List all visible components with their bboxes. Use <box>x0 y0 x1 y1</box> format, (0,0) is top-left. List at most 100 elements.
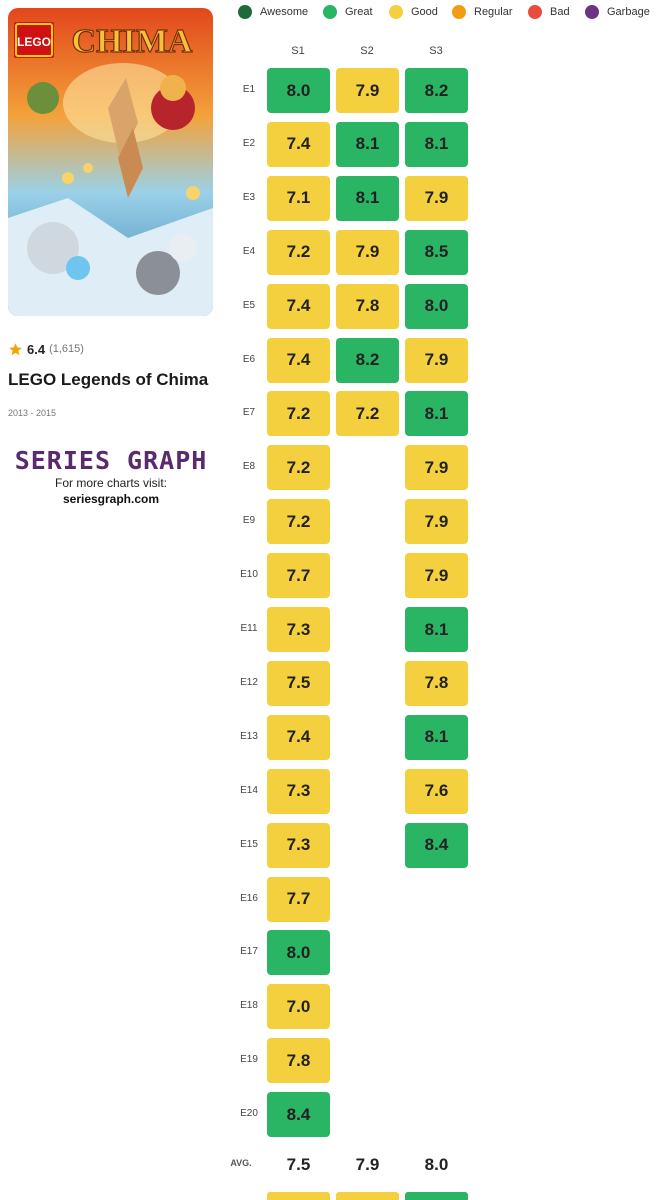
rating-cell[interactable]: 7.6 <box>405 768 468 814</box>
episode-label-e3: E3 <box>242 191 256 203</box>
show-years: 2013 - 2015 <box>8 408 57 418</box>
episode-label-e12: E12 <box>240 676 258 688</box>
season-header-s2: S2 <box>360 45 374 57</box>
episode-label-e15: E15 <box>240 838 258 850</box>
legend-dot-bad <box>528 5 542 19</box>
rating-cell[interactable]: 8.0 <box>405 283 468 329</box>
poster-chima-title: CHIMA <box>72 23 193 60</box>
rating-cell[interactable]: 8.0 <box>267 68 330 113</box>
rating-cell[interactable]: 7.2 <box>267 391 330 437</box>
legend-label: Awesome <box>260 6 309 18</box>
rating-cell[interactable]: 7.9 <box>405 445 468 491</box>
rating-cell[interactable]: 7.3 <box>267 768 330 814</box>
episode-label-e16: E16 <box>240 892 258 904</box>
rating-cell[interactable]: 7.4 <box>267 283 330 329</box>
show-title: LEGO Legends of Chima <box>8 370 209 389</box>
legend-label: Garbage <box>607 6 650 18</box>
legend-item-regular: Regular <box>452 5 513 19</box>
episode-label-e4: E4 <box>242 245 256 257</box>
rating-cell[interactable]: 7.9 <box>405 499 468 545</box>
legend-item-good: Good <box>389 5 438 19</box>
rating-cell[interactable]: 8.1 <box>405 121 468 167</box>
legend-label: Great <box>345 6 373 18</box>
episode-label-e11: E11 <box>240 623 258 634</box>
branding-url[interactable]: seriesgraph.com <box>62 492 160 506</box>
rating-cell[interactable]: 8.4 <box>405 822 468 868</box>
rating-cell[interactable]: 8.1 <box>405 714 468 760</box>
rating-cell[interactable]: 8.0 <box>267 930 330 976</box>
rating-cell[interactable]: 7.3 <box>267 607 330 652</box>
rating-cell[interactable]: 8.2 <box>336 337 399 383</box>
season-average-bar <box>267 1192 330 1200</box>
episode-label-e18: E18 <box>240 1000 258 1012</box>
series-graph-branding: SERIES GRAPH For more charts visit: seri… <box>8 446 214 507</box>
rating-cell[interactable]: 7.5 <box>267 660 330 706</box>
rating-cell[interactable]: 8.1 <box>336 121 399 167</box>
legend-item-awesome: Awesome <box>238 5 308 19</box>
episode-label-e6: E6 <box>242 353 256 365</box>
rating-row: 6.4 (1,615) <box>8 340 84 358</box>
rating-cell[interactable]: 7.7 <box>267 553 330 599</box>
legend-item-great: Great <box>323 5 373 19</box>
legend-item-bad: Bad <box>528 5 570 19</box>
branding-tagline: For more charts visit: <box>54 476 168 490</box>
episode-label-e7: E7 <box>242 407 256 419</box>
episode-label-e17: E17 <box>240 946 258 958</box>
episode-label-e5: E5 <box>242 299 256 311</box>
legend-dot-good <box>389 5 403 19</box>
rating-cell[interactable]: 8.1 <box>405 391 468 437</box>
legend-item-garbage: Garbage <box>585 5 650 19</box>
legend-label: Bad <box>550 6 570 18</box>
episode-label-e13: E13 <box>240 730 258 742</box>
rating-cell[interactable]: 8.1 <box>405 607 468 652</box>
rating-cell[interactable]: 7.8 <box>336 283 399 329</box>
rating-count: (1,615) <box>49 343 84 355</box>
poster-lego-logo: LEGO <box>17 35 51 49</box>
rating-cell[interactable]: 7.9 <box>336 229 399 275</box>
average-label: AVG. <box>230 1158 252 1168</box>
show-poster: LEGO CHIMA <box>8 8 213 316</box>
rating-cell[interactable]: 7.2 <box>267 499 330 545</box>
rating-cell[interactable]: 7.4 <box>267 337 330 383</box>
episode-label-e8: E8 <box>242 461 256 473</box>
rating-cell[interactable]: 8.5 <box>405 229 468 275</box>
rating-cell[interactable]: 7.1 <box>267 175 330 221</box>
rating-cell[interactable]: 7.3 <box>267 822 330 868</box>
rating-cell[interactable]: 8.1 <box>336 175 399 221</box>
rating-cell[interactable]: 7.9 <box>405 337 468 383</box>
episode-label-e9: E9 <box>242 515 256 527</box>
rating-cell[interactable]: 7.8 <box>405 660 468 706</box>
rating-legend: Awesome Great Good Regular Bad Garbage <box>0 5 656 25</box>
rating-cell[interactable]: 7.2 <box>267 445 330 491</box>
poster-art: LEGO CHIMA <box>8 8 213 316</box>
rating-cell[interactable]: 7.9 <box>405 553 468 599</box>
rating-cell[interactable]: 8.4 <box>267 1092 330 1138</box>
legend-dot-great <box>323 5 337 19</box>
rating-cell[interactable]: 7.7 <box>267 876 330 922</box>
legend-label: Regular <box>474 6 513 18</box>
rating-cell[interactable]: 8.2 <box>405 68 468 113</box>
season-average-s2: 7.9 <box>355 1155 380 1174</box>
rating-cell[interactable]: 7.4 <box>267 121 330 167</box>
rating-cell[interactable]: 7.4 <box>267 714 330 760</box>
legend-dot-regular <box>452 5 466 19</box>
season-header-s3: S3 <box>429 45 443 57</box>
rating-cell[interactable]: 7.2 <box>267 229 330 275</box>
season-average-s3: 8.0 <box>424 1155 449 1174</box>
episode-label-e1: E1 <box>242 84 256 95</box>
rating-cell[interactable]: 7.0 <box>267 984 330 1030</box>
rating-value: 6.4 <box>27 341 46 357</box>
episode-label-e2: E2 <box>242 137 256 149</box>
star-icon <box>9 342 22 355</box>
rating-cell[interactable]: 7.8 <box>267 1038 330 1084</box>
season-header-s1: S1 <box>291 45 305 57</box>
rating-cell[interactable]: 7.9 <box>336 68 399 113</box>
legend-label: Good <box>411 6 438 18</box>
episode-label-e19: E19 <box>240 1054 258 1066</box>
episode-label-e10: E10 <box>240 569 258 581</box>
rating-cell[interactable]: 7.9 <box>405 175 468 221</box>
legend-dot-garbage <box>585 5 599 19</box>
season-average-s1: 7.5 <box>286 1155 311 1174</box>
rating-cell[interactable]: 7.2 <box>336 391 399 437</box>
